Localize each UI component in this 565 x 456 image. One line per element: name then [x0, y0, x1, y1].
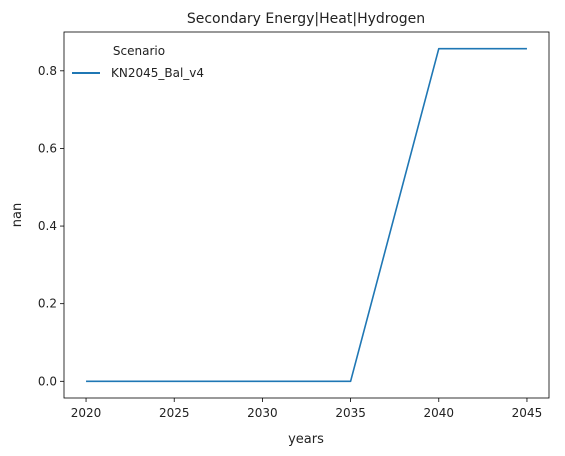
y-tick-label: 0.2	[38, 297, 57, 311]
series-line	[86, 47, 527, 383]
y-tick-label: 0.6	[38, 141, 57, 155]
series-layer	[86, 47, 527, 383]
legend-title: Scenario	[113, 44, 165, 58]
x-tick-label: 2030	[247, 406, 278, 420]
x-tick-label: 2025	[159, 406, 190, 420]
x-tick-label: 2045	[512, 406, 543, 420]
y-axis: 0.0 0.2 0.4 0.6 0.8	[38, 64, 64, 388]
plot-area	[63, 31, 550, 399]
x-tick-label: 2035	[335, 406, 366, 420]
x-axis: 2020 2025 2030 2035 2040 2045	[71, 398, 542, 420]
y-tick-label: 0.4	[38, 219, 57, 233]
legend: Scenario KN2045_Bal_v4	[72, 44, 204, 80]
y-axis-label: nan	[10, 203, 25, 227]
x-tick-label: 2020	[71, 406, 102, 420]
legend-label: KN2045_Bal_v4	[111, 66, 204, 80]
y-tick-label: 0.0	[38, 374, 57, 388]
y-tick-label: 0.8	[38, 64, 57, 78]
x-axis-label: years	[288, 432, 324, 447]
chart-title: Secondary Energy|Heat|Hydrogen	[187, 11, 425, 27]
x-tick-label: 2040	[423, 406, 454, 420]
